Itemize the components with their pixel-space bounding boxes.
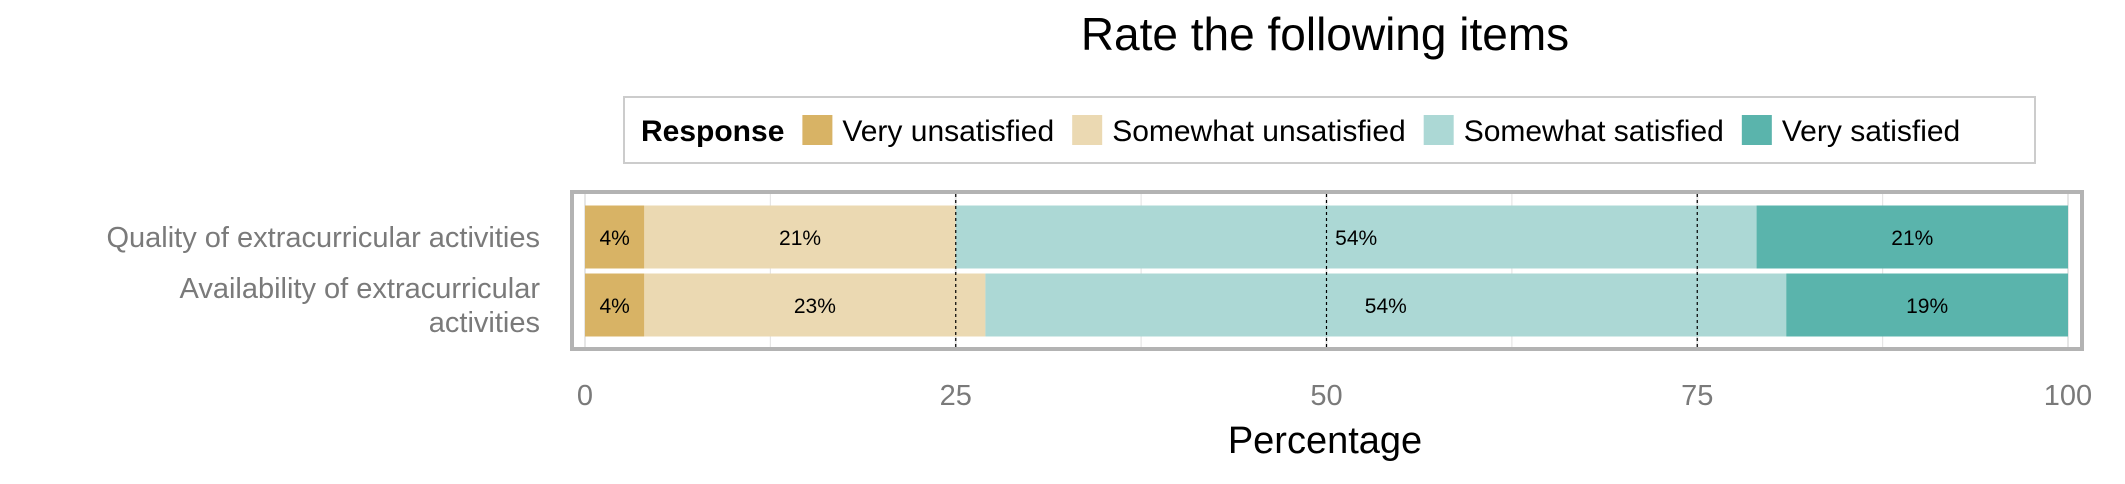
x-tick-label: 75 (1681, 380, 1713, 412)
bar-segment (1786, 273, 2068, 337)
legend-entry: Very satisfied (1782, 115, 1960, 148)
x-tick-label: 100 (2044, 380, 2092, 412)
legend-entry: Somewhat unsatisfied (1112, 115, 1406, 148)
legend-title: Response (641, 115, 784, 148)
legend-swatch (1072, 115, 1103, 145)
legend-swatch (1423, 115, 1454, 145)
bars (585, 205, 2068, 337)
x-tick-label: 50 (1310, 380, 1342, 412)
data-label: 21% (1891, 227, 1933, 250)
data-labels: 4% 21% 54% 21% 4% 23% 54% 19% (599, 227, 1948, 318)
reference-lines (955, 194, 1698, 347)
x-axis-title: Percentage (1228, 420, 1422, 462)
legend-entry: Very unsatisfied (842, 115, 1054, 148)
legend-swatch (802, 115, 833, 145)
chart-title: Rate the following items (1081, 8, 1569, 60)
bar-segment (585, 273, 645, 337)
bar-segment (1756, 205, 2068, 269)
legend-entry: Somewhat satisfied (1464, 115, 1724, 148)
bar-segment (585, 205, 645, 269)
y-axis-labels: Quality of extracurricular activities Ava… (106, 222, 540, 339)
data-label: 19% (1906, 295, 1948, 318)
legend: Response Very unsatisfied Somewhat unsatis… (623, 96, 2036, 164)
x-axis-ticks: 0 25 50 75 100 (577, 380, 2092, 412)
x-tick-label: 25 (940, 380, 972, 412)
data-label: 54% (1365, 295, 1407, 318)
legend-box (623, 96, 2036, 164)
data-label: 54% (1335, 227, 1377, 250)
bar-segment (644, 273, 986, 337)
bar-segment (955, 205, 1757, 269)
bar-segment (644, 205, 956, 269)
data-label: 4% (599, 295, 629, 318)
data-label: 21% (779, 227, 821, 250)
bar-segment (985, 273, 1787, 337)
legend-swatch (1741, 115, 1772, 145)
category-label: Availability of extracurricular (180, 273, 541, 305)
data-label: 23% (794, 295, 836, 318)
data-label: 4% (599, 227, 629, 250)
category-label: activities (429, 307, 540, 339)
panel-border (570, 190, 2084, 351)
x-tick-label: 0 (577, 380, 593, 412)
category-label: Quality of extracurricular activities (106, 222, 540, 254)
plot-area: 4% 21% 54% 21% 4% 23% 54% 19% Quality of extracu… (106, 190, 2092, 412)
